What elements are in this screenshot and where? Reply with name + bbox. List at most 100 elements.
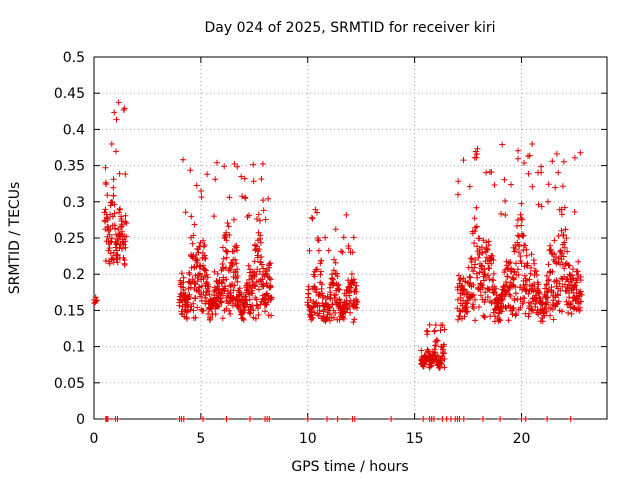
data-point	[547, 242, 554, 249]
y-tick-label: 0.05	[54, 376, 85, 392]
data-point	[549, 306, 556, 313]
data-point	[309, 215, 316, 222]
data-point	[512, 290, 519, 297]
data-point	[523, 252, 530, 259]
data-point	[517, 211, 524, 218]
data-point	[119, 221, 125, 228]
data-point	[229, 297, 236, 304]
data-point	[339, 249, 346, 256]
data-point	[331, 256, 337, 263]
data-point	[519, 216, 526, 223]
data-point	[262, 308, 268, 315]
data-point	[198, 297, 205, 304]
data-point	[478, 263, 485, 270]
data-point	[519, 300, 526, 307]
data-point	[559, 308, 565, 315]
x-tick-labels: 0 5 10 15 20	[90, 431, 531, 447]
data-point	[577, 288, 584, 295]
x-tick-label: 15	[406, 431, 424, 447]
data-point	[232, 300, 239, 307]
data-point	[486, 265, 493, 272]
data-point	[266, 275, 273, 281]
data-point	[469, 292, 476, 299]
data-point	[329, 276, 336, 283]
data-point	[505, 317, 512, 324]
data-point	[552, 184, 559, 191]
data-point	[227, 283, 234, 290]
data-point	[532, 303, 539, 310]
data-point	[224, 248, 231, 255]
data-point	[106, 260, 113, 267]
data-point	[317, 271, 324, 278]
data-point	[253, 296, 260, 303]
data-point	[258, 176, 265, 182]
data-point	[529, 183, 536, 190]
data-point	[473, 151, 480, 157]
data-point	[471, 240, 478, 246]
y-tick-label: 0.2	[63, 267, 85, 283]
data-point	[93, 297, 100, 304]
data-point	[113, 116, 120, 123]
data-point	[226, 194, 233, 201]
x-tick-label: 20	[513, 431, 531, 447]
data-point	[561, 244, 568, 251]
data-point	[187, 167, 194, 174]
data-point-zero	[480, 416, 486, 422]
data-point	[568, 310, 575, 317]
data-point	[574, 268, 581, 275]
data-point	[340, 234, 347, 241]
data-point	[330, 280, 337, 287]
data-point	[253, 302, 260, 309]
data-point	[345, 245, 352, 252]
data-point	[440, 350, 447, 357]
data-point	[519, 233, 526, 240]
data-point	[207, 314, 214, 321]
data-point	[195, 249, 202, 256]
data-point	[474, 274, 481, 281]
data-point-zero	[324, 416, 330, 422]
y-tick-label: 0.4	[63, 122, 85, 138]
y-tick-label: 0.45	[54, 86, 85, 102]
data-point	[549, 158, 556, 165]
data-point	[183, 315, 190, 322]
data-point	[244, 286, 251, 293]
data-point	[232, 256, 239, 263]
data-point	[259, 276, 266, 283]
data-point	[488, 169, 495, 176]
data-point	[527, 270, 534, 277]
data-point	[198, 194, 205, 201]
data-point	[545, 261, 552, 268]
data-point	[441, 326, 448, 333]
data-point	[313, 300, 320, 307]
data-point	[190, 232, 197, 239]
data-point	[576, 304, 583, 311]
data-point	[497, 317, 504, 324]
data-point	[319, 294, 326, 301]
data-point	[479, 249, 486, 256]
data-point	[513, 311, 520, 318]
data-point	[538, 203, 545, 210]
data-point	[114, 259, 121, 266]
data-point	[200, 307, 207, 314]
data-point	[501, 176, 508, 183]
data-point	[354, 299, 361, 306]
data-point	[255, 211, 262, 218]
data-point	[557, 287, 564, 294]
data-point	[258, 254, 265, 260]
y-axis-label: SRMTID / TECUs	[7, 182, 23, 295]
data-point	[231, 248, 238, 255]
data-point	[560, 253, 567, 260]
data-point	[234, 272, 241, 279]
data-point	[252, 283, 259, 290]
data-point	[227, 266, 234, 273]
data-point	[191, 280, 198, 287]
data-point	[187, 284, 194, 291]
data-point	[214, 271, 221, 277]
data-point	[219, 315, 226, 322]
data-point	[545, 276, 552, 283]
data-point	[198, 188, 205, 194]
y-tick-label: 0.1	[63, 340, 85, 356]
data-point	[528, 251, 535, 258]
data-point	[528, 265, 534, 271]
